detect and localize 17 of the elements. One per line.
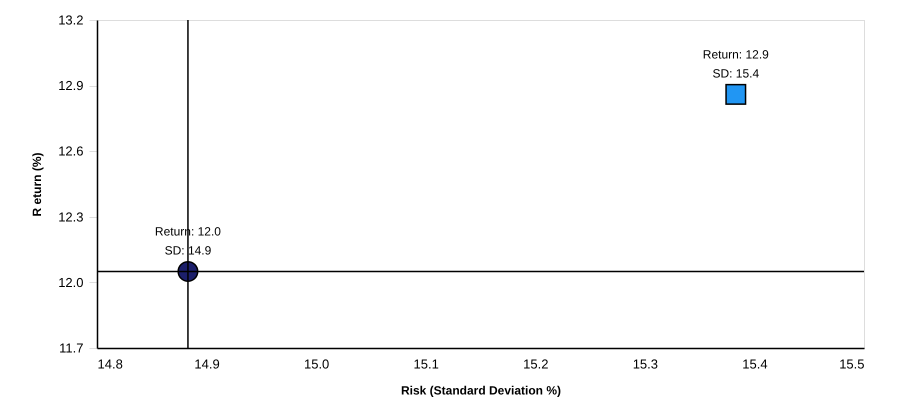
x-tick-label: 15.2	[523, 356, 548, 372]
x-tick-label: 14.8	[98, 356, 123, 372]
y-tick-label: 12.9	[58, 78, 84, 94]
x-tick-label: 15.0	[304, 356, 330, 372]
y-tick-label: 12.6	[58, 144, 84, 159]
x-tick-label: 15.4	[742, 356, 768, 372]
x-tick-label: 14.9	[194, 356, 220, 372]
x-tick-label: 15.5	[839, 356, 864, 372]
x-tick-label: 15.1	[414, 356, 439, 372]
y-axis-title: R eturn (%)	[30, 152, 44, 216]
x-axis-title: Risk (Standard Deviation %)	[400, 384, 562, 398]
y-tick-label: 12.0	[58, 274, 84, 290]
y-tick-label: 13.2	[58, 12, 84, 28]
y-tick-label: 11.7	[59, 340, 84, 356]
annotation: Return: 12.9 SD: 15.4	[702, 47, 770, 80]
y-tick-label: 12.3	[58, 209, 84, 224]
x-tick-label: 15.3	[632, 356, 658, 372]
